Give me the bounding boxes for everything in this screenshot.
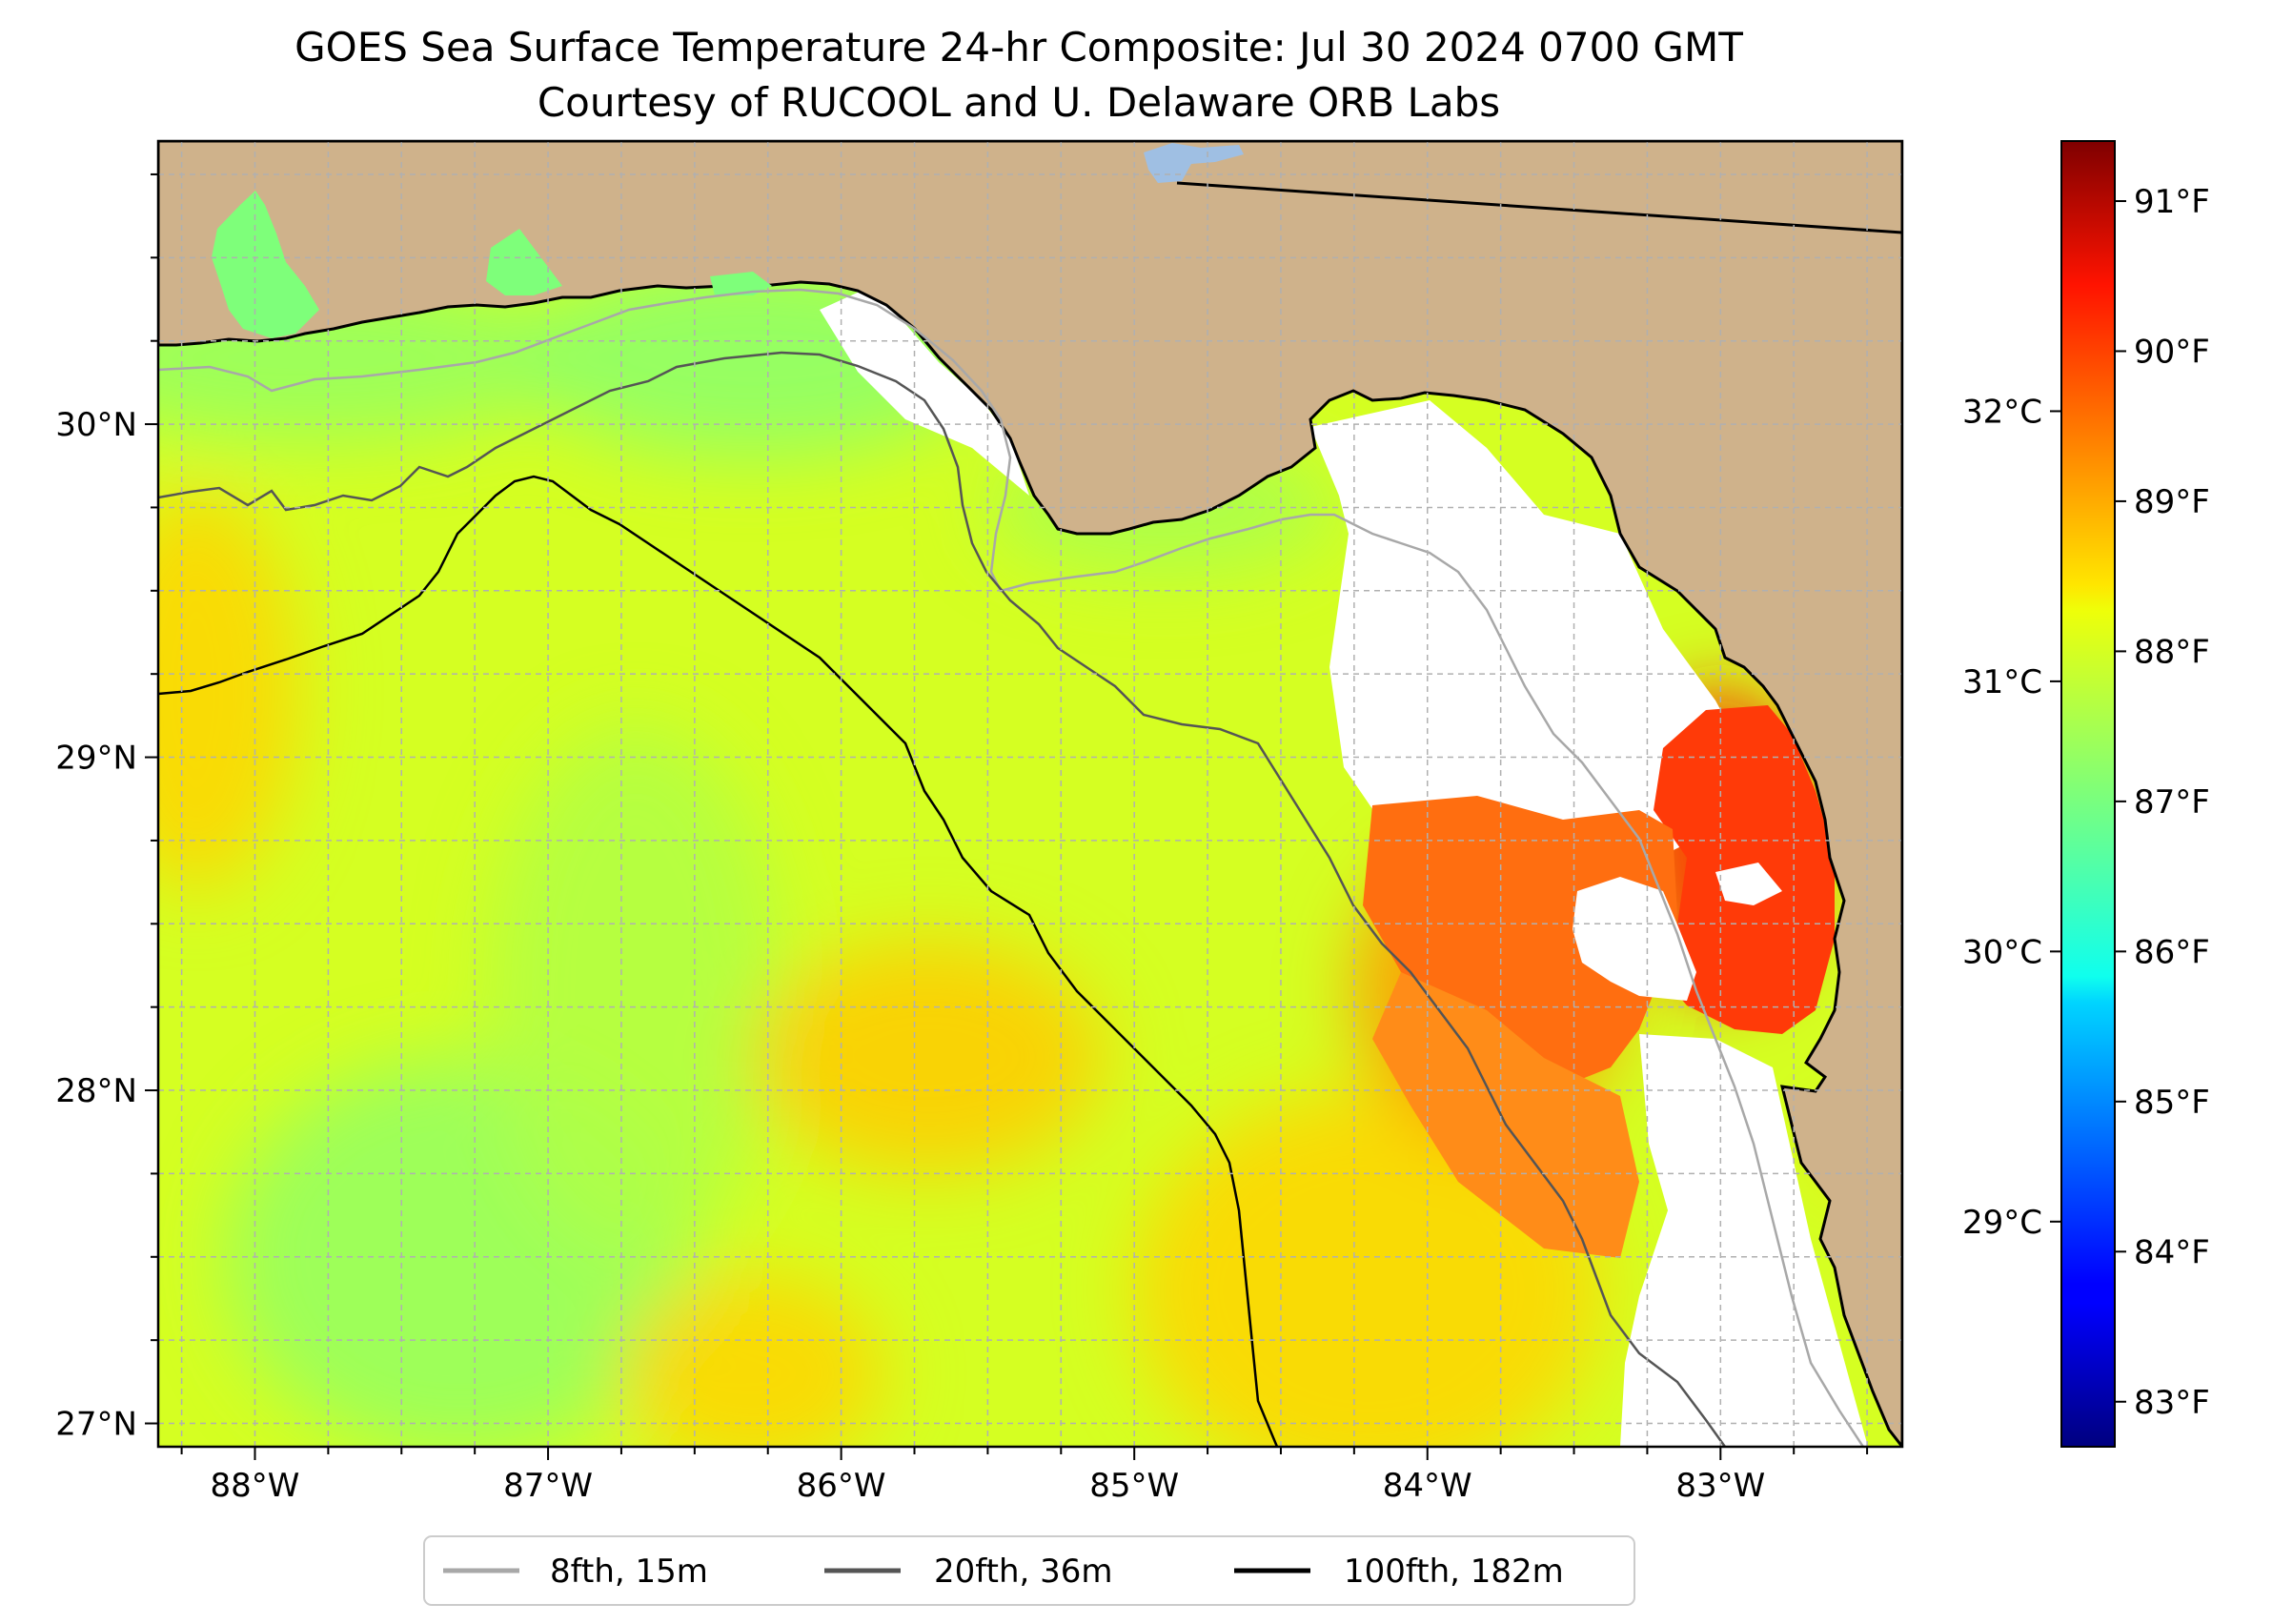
colorbar-f-label: 88°F <box>2134 633 2210 671</box>
lon-tick-label: 85°W <box>1089 1467 1179 1505</box>
sst-feature-central-green-band <box>489 723 783 1257</box>
colorbar-f-label: 86°F <box>2134 933 2210 971</box>
lon-tick-label: 83°W <box>1675 1467 1765 1505</box>
colorbar-c-label: 32°C <box>1962 393 2042 431</box>
sst-feature-southern-yellow-warm <box>620 1273 885 1447</box>
colorbar-f-label: 85°F <box>2134 1084 2210 1122</box>
contour-8fth <box>158 288 1865 1447</box>
colorbar-f-label: 90°F <box>2134 333 2210 371</box>
map-title: GOES Sea Surface Temperature 24-hr Compo… <box>294 24 1743 71</box>
map-frame <box>156 139 1904 1449</box>
no-data-hole-2 <box>1715 863 1782 905</box>
sst-feature-central-yellow-warm <box>753 940 1106 1174</box>
no-data-hole <box>1573 877 1696 1001</box>
colorbar-f-label: 91°F <box>2134 183 2210 221</box>
colorbar-f-label: 87°F <box>2134 783 2210 822</box>
colorbar-fahrenheit-ticks: 83°F 84°F 85°F 86°F 87°F 88°F 89°F 90°F 91°F <box>2115 183 2210 1422</box>
colorbar-celsius-ticks: 29°C 30°C 31°C 32°C <box>1962 393 2061 1242</box>
contour-100fth <box>158 475 1279 1447</box>
colorbar-f-label: 89°F <box>2134 483 2210 521</box>
legend-item-20fth: 20fth, 36m <box>824 1553 1113 1591</box>
lake <box>1144 143 1244 183</box>
lat-tick-label: 28°N <box>55 1072 137 1110</box>
land <box>158 141 1902 1447</box>
colorbar-f-label: 83°F <box>2134 1384 2210 1422</box>
colorbar-gradient <box>2060 140 2116 1448</box>
lon-tick-label: 88°W <box>211 1467 300 1505</box>
legend-label-8fth: 8fth, 15m <box>550 1553 708 1591</box>
colorbar-c-label: 29°C <box>1962 1204 2042 1242</box>
bathymetry-legend: 8fth, 15m 20fth, 36m 100fth, 182m <box>423 1535 1635 1606</box>
colorbar-f-label: 84°F <box>2134 1233 2210 1271</box>
colorbar-c-label: 30°C <box>1962 933 2042 971</box>
colorbar-c-label: 31°C <box>1962 663 2042 701</box>
legend-item-100fth: 100fth, 182m <box>1234 1553 1564 1591</box>
colorbar: 83°F 84°F 85°F 86°F 87°F 88°F 89°F 90°F 91°F 29°… <box>1962 140 2210 1448</box>
lat-tick-label: 27°N <box>55 1406 137 1444</box>
lat-tick-label: 29°N <box>55 740 137 778</box>
legend-label-20fth: 20fth, 36m <box>934 1553 1113 1591</box>
state-boundary <box>1176 181 1902 234</box>
legend-box <box>423 1535 1635 1606</box>
sst-feature-western-yellow-warm <box>158 491 299 891</box>
gridlines <box>158 141 1902 1447</box>
map-ticks: 88°W 87°W 86°W 85°W 84°W 83°W 27°N 28°N 29°N 30°N <box>55 173 1869 1505</box>
legend-item-8fth: 8fth, 15m <box>443 1553 708 1591</box>
lon-tick-label: 84°W <box>1383 1467 1472 1505</box>
lon-tick-label: 86°W <box>797 1467 886 1505</box>
no-data-region-panhandle <box>820 286 1029 496</box>
contour-20fth <box>158 351 1727 1447</box>
lon-tick-label: 87°W <box>503 1467 593 1505</box>
mobile-bay-sst <box>212 191 319 338</box>
pensacola-bay-sst <box>486 229 562 295</box>
map-panel: 88°W 87°W 86°W 85°W 84°W 83°W 27°N 28°N 29°N 30°N <box>55 139 1904 1505</box>
warm-patch-orange-2 <box>1372 972 1639 1258</box>
map-subtitle: Courtesy of RUCOOL and U. Delaware ORB L… <box>538 79 1500 126</box>
lat-tick-label: 30°N <box>55 406 137 444</box>
legend-label-100fth: 100fth, 182m <box>1344 1553 1564 1591</box>
choctaw-bay-sst <box>710 272 772 295</box>
